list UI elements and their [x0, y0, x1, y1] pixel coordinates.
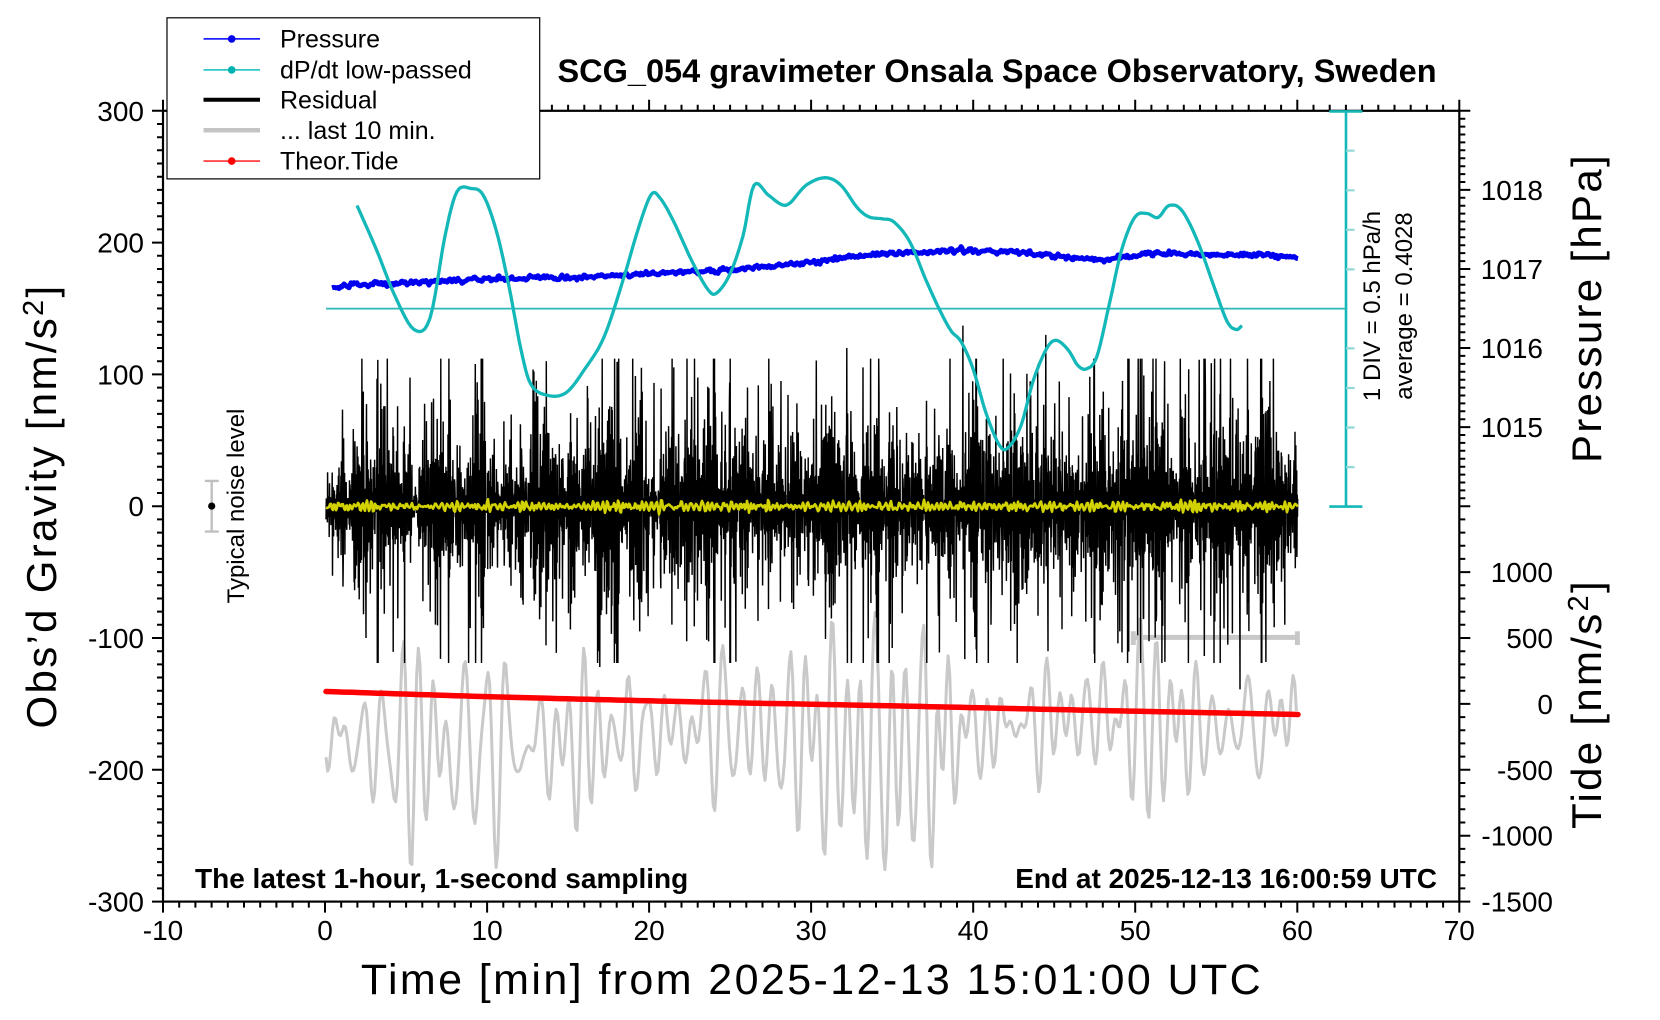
svg-text:Pressure: Pressure: [280, 25, 380, 53]
svg-text:End at 2025-12-13 16:00:59 UTC: End at 2025-12-13 16:00:59 UTC: [1015, 863, 1437, 894]
svg-text:Residual: Residual: [280, 86, 377, 114]
svg-text:30: 30: [796, 915, 827, 946]
svg-text:-10: -10: [143, 915, 183, 946]
svg-text:10: 10: [472, 915, 503, 946]
svg-text:40: 40: [958, 915, 989, 946]
svg-text:0: 0: [317, 915, 333, 946]
svg-text:Typical noise level: Typical noise level: [223, 409, 250, 604]
svg-text:1 DIV = 0.5 hPa/h: 1 DIV = 0.5 hPa/h: [1359, 211, 1386, 401]
svg-text:500: 500: [1506, 623, 1553, 654]
svg-text:1016: 1016: [1481, 333, 1543, 364]
svg-text:200: 200: [97, 228, 144, 259]
svg-text:Time [min] from 2025-12-13 15:: Time [min] from 2025-12-13 15:01:00 UTC: [361, 956, 1263, 1004]
svg-text:average = 0.4028: average = 0.4028: [1391, 212, 1418, 400]
svg-text:The latest 1-hour, 1-second sa: The latest 1-hour, 1-second sampling: [195, 863, 688, 894]
svg-text:0: 0: [1537, 689, 1553, 720]
svg-text:Theor.Tide: Theor.Tide: [280, 148, 399, 176]
svg-text:-500: -500: [1497, 755, 1553, 786]
svg-text:SCG_054 gravimeter Onsala Spac: SCG_054 gravimeter Onsala Space Observat…: [557, 53, 1436, 89]
svg-text:-1000: -1000: [1481, 821, 1553, 852]
svg-text:dP/dt low-passed: dP/dt low-passed: [280, 56, 472, 84]
svg-text:50: 50: [1120, 915, 1151, 946]
svg-text:1000: 1000: [1491, 557, 1553, 588]
svg-text:-300: -300: [88, 887, 144, 918]
svg-text:1018: 1018: [1481, 175, 1543, 206]
svg-text:1017: 1017: [1481, 254, 1543, 285]
svg-text:70: 70: [1444, 915, 1475, 946]
svg-text:60: 60: [1282, 915, 1313, 946]
svg-text:... last 10 min.: ... last 10 min.: [280, 117, 436, 145]
svg-text:Tide [nm/s2]: Tide [nm/s2]: [1563, 579, 1610, 829]
svg-text:-100: -100: [88, 623, 144, 654]
svg-text:20: 20: [634, 915, 665, 946]
svg-text:300: 300: [97, 96, 144, 127]
svg-text:100: 100: [97, 359, 144, 390]
svg-text:-200: -200: [88, 755, 144, 786]
svg-text:0: 0: [128, 491, 144, 522]
svg-text:1015: 1015: [1481, 412, 1543, 443]
svg-text:Obs’d Gravity [nm/s2]: Obs’d Gravity [nm/s2]: [18, 284, 65, 729]
svg-text:Pressure [hPa]: Pressure [hPa]: [1563, 153, 1610, 463]
svg-text:-1500: -1500: [1481, 887, 1553, 918]
